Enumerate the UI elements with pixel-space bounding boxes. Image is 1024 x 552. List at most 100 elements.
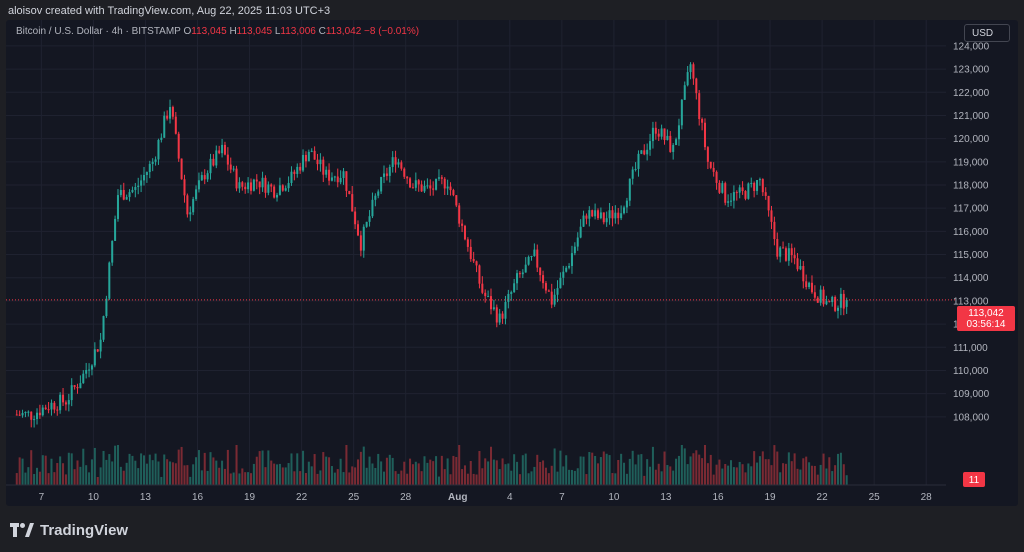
candle-body	[435, 178, 438, 190]
volume-bar	[582, 456, 585, 485]
volume-bar	[750, 466, 753, 485]
candle-body	[221, 144, 224, 154]
candle-body	[44, 407, 47, 410]
candle-body	[481, 283, 484, 293]
candle-body	[709, 161, 712, 168]
volume-bar	[429, 459, 432, 485]
candle-body	[594, 210, 597, 217]
candle-body	[411, 187, 414, 189]
volume-bar	[235, 445, 238, 485]
volume-bar	[420, 471, 423, 485]
volume-bar	[229, 473, 232, 485]
volume-bar	[154, 453, 157, 485]
volume-bar	[273, 463, 276, 485]
volume-bar	[799, 469, 802, 485]
candle-body	[24, 411, 27, 414]
volume-bar	[30, 450, 33, 485]
symbol-label[interactable]: Bitcoin / U.S. Dollar · 4h · BITSTAMP	[16, 26, 181, 37]
tradingview-brand[interactable]: TradingView	[10, 518, 128, 542]
volume-bar	[241, 468, 244, 485]
volume-bar	[562, 466, 565, 485]
candle-body	[440, 177, 443, 179]
volume-bar	[226, 449, 229, 485]
volume-bar	[232, 472, 235, 485]
candle-body	[59, 394, 62, 411]
time-tick-label: 19	[244, 492, 256, 503]
volume-bar	[310, 466, 313, 485]
volume-bar	[27, 467, 30, 485]
low-label: L	[274, 26, 281, 37]
candle-body	[605, 218, 608, 223]
candle-body	[200, 175, 203, 181]
volume-bar	[336, 469, 339, 485]
candle-body	[585, 215, 588, 219]
price-tag-value: 113,042	[968, 308, 1004, 319]
candle-body	[631, 169, 634, 179]
candle-body	[197, 180, 200, 190]
volume-bar	[458, 445, 461, 485]
candle-body	[328, 169, 331, 181]
volume-bar	[706, 463, 709, 485]
candle-body	[530, 255, 533, 257]
volume-bar	[440, 455, 443, 485]
candle-body	[782, 247, 785, 249]
volume-bar	[302, 450, 305, 485]
volume-bar	[695, 450, 698, 485]
volume-bar	[56, 463, 59, 485]
volume-bar	[160, 476, 163, 485]
candle-body	[356, 224, 359, 236]
volume-bar	[547, 473, 550, 485]
volume-bar	[426, 462, 429, 485]
volume-bar	[388, 454, 391, 485]
volume-bar	[507, 463, 510, 485]
volume-bar	[270, 460, 273, 485]
volume-bar	[550, 465, 553, 485]
candle-body	[333, 176, 336, 178]
volume-bar	[544, 467, 547, 485]
volume-bar	[680, 445, 683, 485]
candle-body	[287, 183, 290, 189]
price-chart[interactable]: 108,000109,000110,000111,000112,000113,0…	[6, 20, 1018, 506]
candle-body	[831, 297, 834, 303]
candle-body	[796, 258, 799, 270]
volume-bar	[403, 461, 406, 485]
candle-body	[365, 221, 368, 227]
time-tick-label: 13	[140, 492, 152, 503]
volume-bar	[64, 474, 67, 485]
candle-body	[189, 212, 192, 215]
volume-bar	[339, 458, 342, 485]
candle-body	[689, 64, 692, 73]
time-tick-label: 19	[764, 492, 776, 503]
volume-bar	[44, 455, 47, 485]
volume-bar	[605, 453, 608, 485]
candle-body	[383, 173, 386, 177]
volume-bar	[183, 465, 186, 485]
volume-bar	[524, 453, 527, 485]
chart-legend: Bitcoin / U.S. Dollar · 4h · BITSTAMP O1…	[16, 26, 419, 37]
currency-button[interactable]: USD	[964, 24, 1010, 42]
volume-bar	[602, 451, 605, 485]
candle-body	[542, 275, 545, 284]
volume-bar	[284, 467, 287, 485]
volume-bar	[683, 448, 686, 485]
volume-bar	[21, 458, 24, 485]
candle-body	[429, 185, 432, 189]
volume-bar	[238, 473, 241, 485]
candle-body	[226, 154, 229, 165]
volume-bar	[391, 457, 394, 485]
volume-bar	[345, 445, 348, 485]
time-tick-label: 4	[507, 492, 513, 503]
candle-body	[521, 272, 524, 275]
volume-bar	[249, 473, 253, 485]
volume-bar	[568, 469, 571, 485]
volume-bar	[356, 459, 359, 485]
candle-body	[169, 107, 172, 119]
candle-body	[637, 153, 640, 169]
volume-bar	[359, 451, 362, 485]
volume-bar	[169, 461, 172, 485]
time-tick-label: 7	[39, 492, 45, 503]
price-tick-label: 118,000	[953, 181, 989, 192]
candle-body	[675, 139, 678, 146]
candle-body	[516, 273, 519, 284]
chart-panel[interactable]: 108,000109,000110,000111,000112,000113,0…	[6, 20, 1018, 506]
